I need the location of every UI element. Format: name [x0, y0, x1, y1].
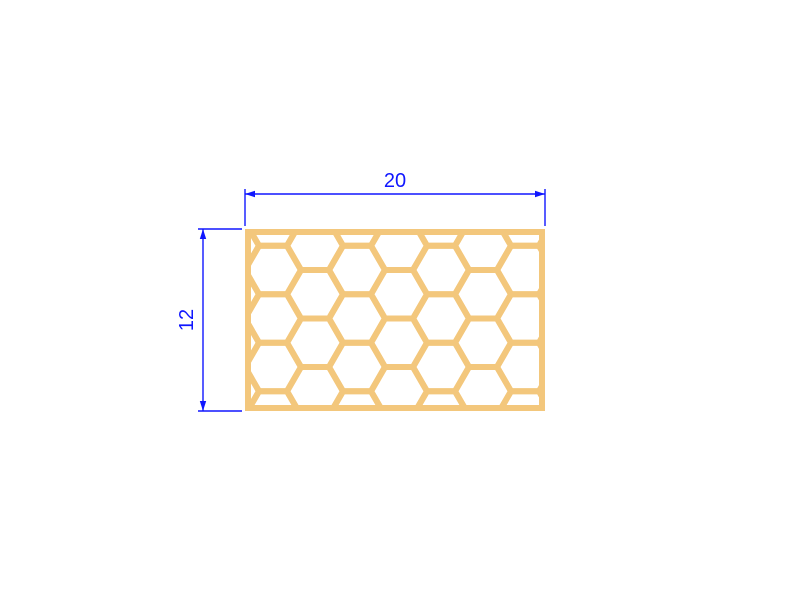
- honeycomb-pattern: [161, 149, 595, 488]
- dimension-height: 12: [176, 229, 242, 411]
- dimension-width: 20: [245, 170, 545, 226]
- technical-drawing: 20 12: [0, 0, 800, 600]
- arrowhead-bottom: [200, 401, 206, 411]
- arrowhead-top: [200, 229, 206, 239]
- arrowhead-left: [245, 191, 255, 197]
- drawing-canvas: 20 12: [0, 0, 800, 600]
- dimension-width-label: 20: [384, 170, 406, 192]
- arrowhead-right: [535, 191, 545, 197]
- dimension-height-label: 12: [176, 309, 198, 331]
